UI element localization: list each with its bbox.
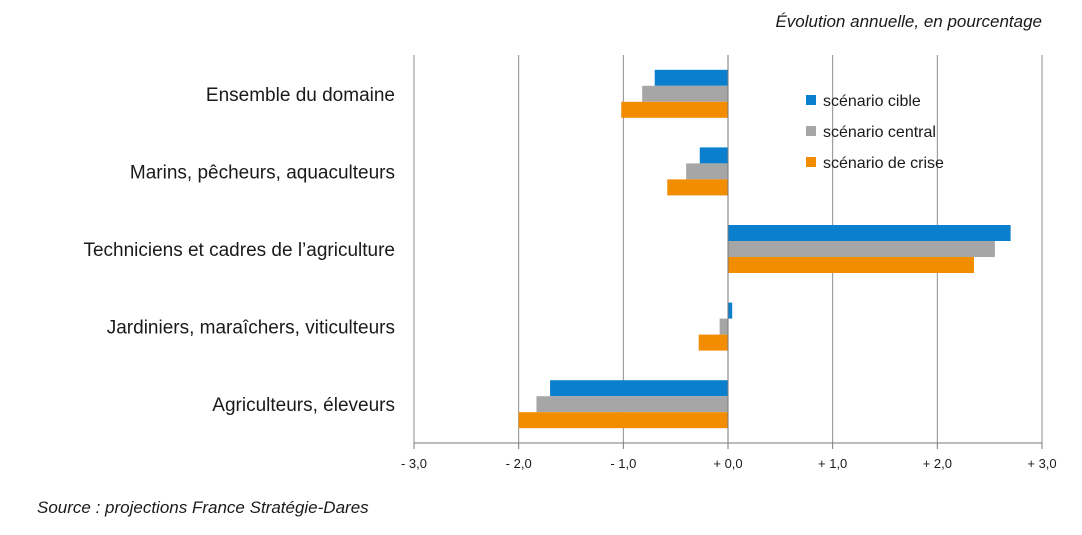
bar	[728, 225, 1011, 241]
category-labels: Ensemble du domaine Marins, pêcheurs, aqu…	[83, 85, 395, 416]
bar	[719, 318, 728, 335]
bar	[686, 163, 728, 180]
legend-swatch	[806, 95, 816, 105]
bars-group	[518, 69, 1011, 429]
category-label: Jardiniers, maraîchers, viticulteurs	[107, 318, 395, 339]
x-tick-label: + 3,0	[1027, 456, 1056, 471]
x-tick-label: - 1,0	[610, 456, 636, 471]
legend-label: scénario de crise	[823, 155, 944, 172]
bar	[698, 334, 728, 351]
legend: scénario cible scénario central scénario d…	[806, 93, 944, 172]
bar	[728, 302, 733, 319]
bar	[667, 179, 728, 196]
bar	[550, 380, 728, 397]
x-tick-label: + 1,0	[818, 456, 847, 471]
bar	[728, 257, 974, 273]
category-label: Marins, pêcheurs, aquaculteurs	[130, 162, 395, 183]
legend-label: scénario central	[823, 124, 936, 141]
source-note: Source : projections France Stratégie-Da…	[37, 498, 369, 517]
bar	[699, 147, 728, 164]
legend-swatch	[806, 126, 816, 136]
bar	[654, 69, 728, 86]
x-tick-label: + 0,0	[713, 456, 742, 471]
bar	[728, 241, 995, 257]
category-label: Ensemble du domaine	[206, 85, 395, 106]
bar	[536, 396, 728, 413]
legend-label: scénario cible	[823, 93, 921, 110]
bar	[642, 85, 728, 102]
x-tick-label: + 2,0	[923, 456, 952, 471]
category-label: Techniciens et cadres de l’agriculture	[83, 240, 395, 261]
bar	[621, 101, 728, 118]
header-note: Évolution annuelle, en pourcentage	[775, 12, 1042, 31]
legend-swatch	[806, 157, 816, 167]
x-axis: - 3,0 - 2,0 - 1,0 + 0,0 + 1,0 + 2,0 + 3,0	[401, 55, 1057, 471]
bar	[518, 412, 728, 429]
x-tick-label: - 3,0	[401, 456, 427, 471]
x-tick-label: - 2,0	[506, 456, 532, 471]
category-label: Agriculteurs, éleveurs	[212, 395, 395, 416]
